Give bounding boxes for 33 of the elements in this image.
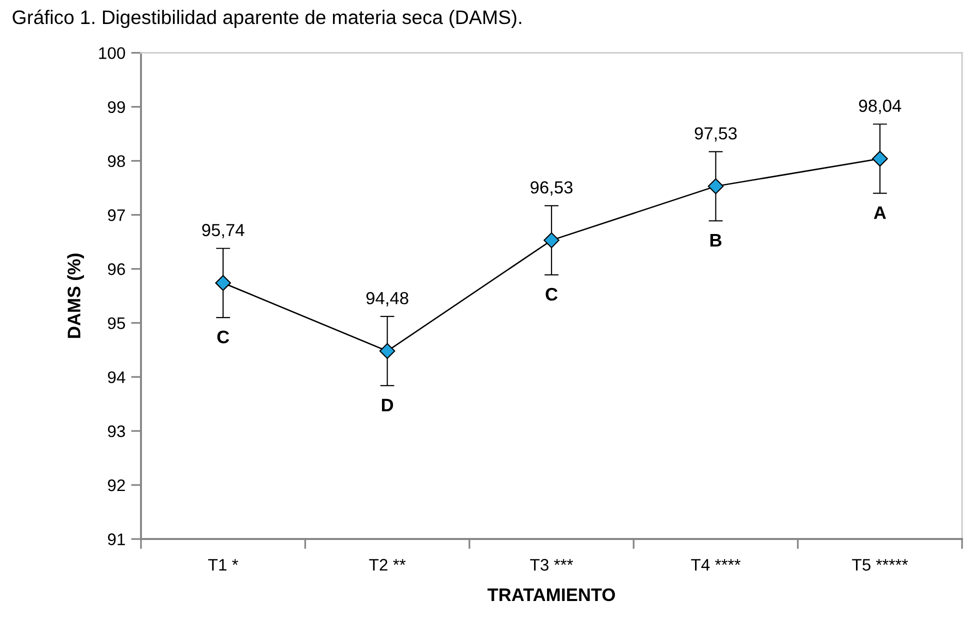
- point: [379, 343, 396, 359]
- data-label: 95,74: [202, 224, 244, 238]
- point: [215, 275, 232, 291]
- data-label: 98,04: [859, 100, 902, 114]
- y-tick-label: 95: [108, 317, 126, 330]
- x-tick-label: T1 *: [208, 559, 238, 571]
- y-tick-label: 100: [99, 47, 126, 60]
- data-label: 97,53: [694, 127, 737, 142]
- y-axis-title: DAMS (%): [67, 254, 84, 338]
- annotation: C: [217, 330, 230, 344]
- annotation: A: [874, 206, 886, 219]
- y-tick-label: 92: [108, 479, 125, 492]
- y-tick-label: 91: [108, 533, 125, 546]
- x-axis-title: TRATAMIENTO: [488, 588, 615, 602]
- y-tick-label: 99: [108, 101, 125, 114]
- annotation: C: [546, 288, 558, 301]
- point: [544, 232, 560, 248]
- annotation: B: [710, 234, 722, 246]
- y-tick-label: 96: [108, 263, 125, 276]
- y-tick-label: 97: [108, 209, 125, 222]
- annotation: D: [382, 398, 394, 412]
- y-tick-label: 93: [108, 425, 125, 438]
- x-tick-label: T3 ***: [530, 558, 574, 571]
- data-label: 96,53: [530, 181, 572, 196]
- point: [872, 150, 888, 167]
- x-tick-label: T2 **: [369, 558, 406, 571]
- point: [708, 178, 724, 194]
- y-tick-label: 94: [108, 371, 126, 384]
- x-tick-label: T4 ****: [691, 559, 740, 571]
- x-tick-label: T5 *****: [852, 559, 908, 571]
- y-tick-label: 98: [108, 155, 125, 168]
- data-label: 94,48: [366, 292, 408, 306]
- chart-title: Gráfico 1. Digestibilidad aparente de materia seca (DAMS).: [12, 10, 522, 28]
